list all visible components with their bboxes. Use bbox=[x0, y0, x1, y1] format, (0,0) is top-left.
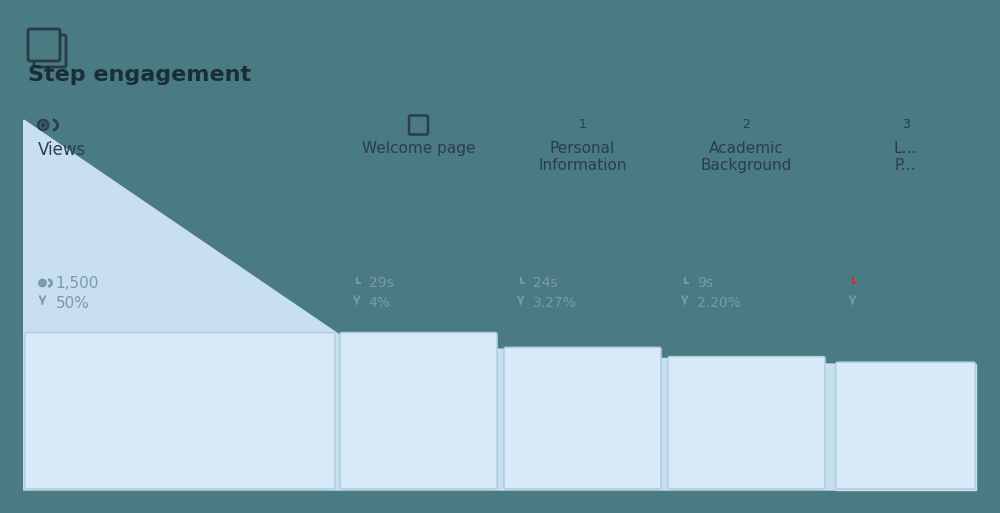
FancyBboxPatch shape bbox=[668, 357, 825, 489]
FancyBboxPatch shape bbox=[504, 347, 661, 489]
Text: L...
P...: L... P... bbox=[894, 141, 917, 173]
Text: 4%: 4% bbox=[369, 296, 391, 310]
Circle shape bbox=[41, 282, 44, 284]
Text: Personal
Information: Personal Information bbox=[538, 141, 627, 173]
Text: 3: 3 bbox=[902, 119, 909, 131]
Text: 3.27%: 3.27% bbox=[533, 296, 576, 310]
Polygon shape bbox=[667, 359, 835, 490]
Text: Views: Views bbox=[38, 141, 87, 159]
Polygon shape bbox=[24, 120, 339, 490]
Text: 50%: 50% bbox=[55, 295, 89, 310]
Text: 29s: 29s bbox=[369, 276, 393, 290]
Text: 9s: 9s bbox=[697, 276, 713, 290]
FancyBboxPatch shape bbox=[25, 332, 335, 489]
Text: 1: 1 bbox=[579, 119, 586, 131]
Text: 1,500: 1,500 bbox=[55, 275, 99, 290]
Text: Academic
Background: Academic Background bbox=[701, 141, 792, 173]
Text: 24s: 24s bbox=[533, 276, 557, 290]
Polygon shape bbox=[835, 364, 976, 490]
Circle shape bbox=[41, 123, 45, 127]
Text: Step engagement: Step engagement bbox=[28, 65, 251, 85]
FancyBboxPatch shape bbox=[28, 29, 60, 61]
FancyBboxPatch shape bbox=[340, 332, 497, 489]
Polygon shape bbox=[503, 349, 667, 490]
Polygon shape bbox=[339, 334, 503, 490]
FancyBboxPatch shape bbox=[836, 362, 975, 489]
Text: 2: 2 bbox=[743, 119, 750, 131]
Text: 2.20%: 2.20% bbox=[697, 296, 740, 310]
FancyBboxPatch shape bbox=[34, 35, 66, 67]
Text: Welcome page: Welcome page bbox=[362, 141, 475, 156]
